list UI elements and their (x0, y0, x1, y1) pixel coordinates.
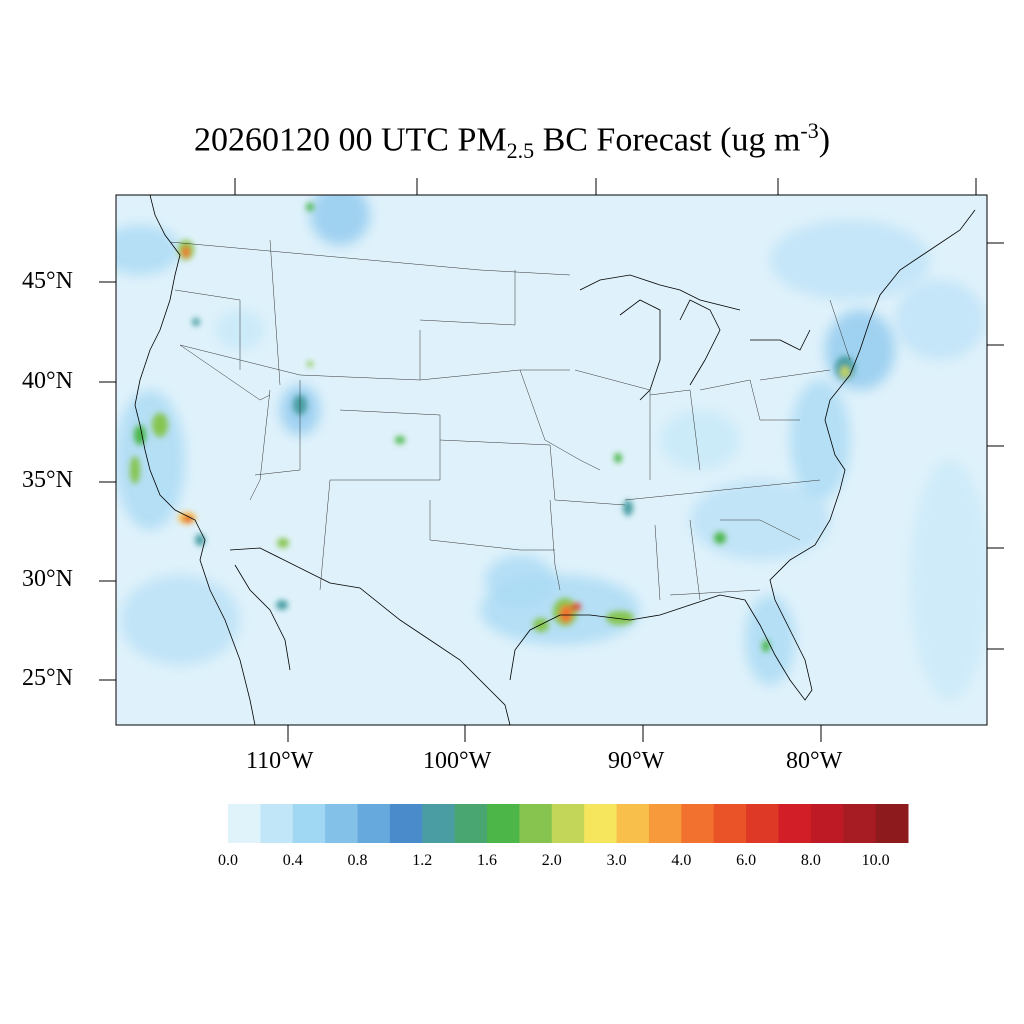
colorbar-swatch (616, 804, 650, 843)
concentration-hotspots (130, 203, 855, 652)
colorbar-swatch (228, 804, 261, 843)
colorbar-swatch (260, 804, 294, 843)
title-middle: BC Forecast (ug m (534, 121, 801, 159)
colorbar-tick-label: 6.0 (736, 852, 757, 869)
colorbar-tick-label: 0.8 (347, 852, 368, 869)
lat-label-25: 25°N (22, 665, 73, 691)
left-ticks (99, 281, 116, 681)
colorbar-swatch (713, 804, 747, 843)
concentration-field-broad (116, 195, 987, 700)
title-end: ) (818, 121, 831, 159)
lon-label-80: 80°W (786, 748, 843, 774)
colorbar-tick-label: 2.0 (541, 852, 562, 869)
colorbar-tick-label: 8.0 (800, 852, 821, 869)
coastline (134, 195, 976, 725)
colorbar-tick-label: 10.0 (861, 852, 890, 869)
colorbar-swatch (778, 804, 812, 843)
title-subscript: 2.5 (506, 138, 535, 164)
colorbar-swatch (389, 804, 423, 843)
colorbar-tick-label: 4.0 (671, 852, 692, 869)
colorbar-swatch (454, 804, 488, 843)
title-main: 20260120 00 UTC PM (193, 121, 507, 159)
colorbar-tick-label: 0.4 (282, 852, 303, 869)
colorbar-tick-label: 1.6 (477, 852, 498, 869)
colorbar-tick-label: 3.0 (606, 852, 627, 869)
colorbar (228, 804, 909, 843)
lat-label-30: 30°N (22, 566, 73, 592)
colorbar-tick-label: 1.2 (412, 852, 433, 869)
lat-label-40: 40°N (22, 368, 73, 394)
lon-label-110: 110°W (246, 748, 314, 774)
colorbar-swatch (487, 804, 520, 843)
lat-label-45: 45°N (22, 268, 73, 294)
lon-label-100: 100°W (423, 748, 492, 774)
colorbar-swatch (551, 804, 585, 843)
colorbar-tick-label: 0.0 (218, 852, 238, 869)
colorbar-swatch (584, 804, 618, 843)
colorbar-swatch (648, 804, 682, 843)
lat-label-35: 35°N (22, 467, 73, 493)
right-ticks (987, 242, 1004, 650)
top-ticks (234, 178, 977, 195)
colorbar-swatch (810, 804, 844, 843)
map-frame (115, 194, 988, 726)
colorbar-swatch (843, 804, 877, 843)
map-title: 20260120 00 UTC PM2.5 BC Forecast (ug m-… (0, 118, 1024, 164)
colorbar-swatch (357, 804, 391, 843)
colorbar-swatch (422, 804, 456, 843)
colorbar-swatch (746, 804, 779, 843)
colorbar-swatch (292, 804, 326, 843)
lon-label-90: 90°W (608, 748, 665, 774)
map-field (116, 195, 987, 725)
title-superscript: -3 (800, 118, 819, 143)
colorbar-swatch (875, 804, 909, 843)
colorbar-swatch (519, 804, 553, 843)
colorbar-swatch (681, 804, 715, 843)
bottom-ticks (287, 725, 822, 742)
colorbar-swatch (325, 804, 359, 843)
state-boundaries (169, 239, 851, 601)
